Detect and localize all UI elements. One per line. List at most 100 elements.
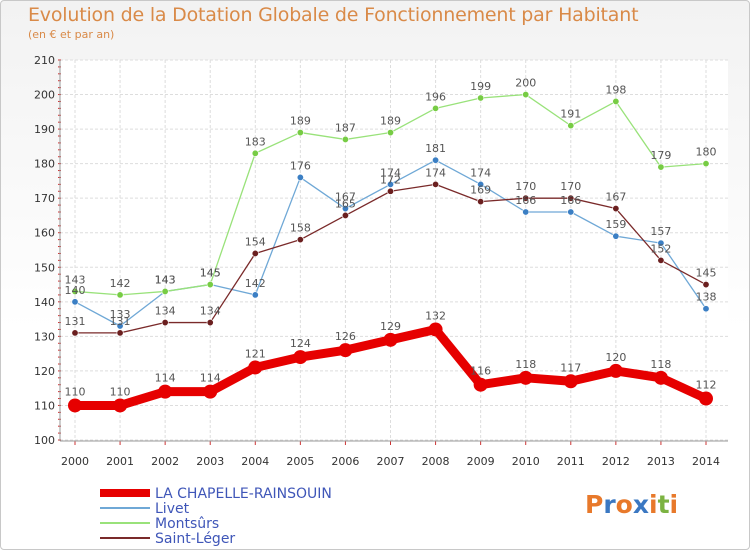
data-point <box>71 298 79 306</box>
x-tick-label: 2000 <box>61 455 89 468</box>
y-tick-label: 150 <box>34 261 55 274</box>
data-label: 129 <box>380 320 401 333</box>
data-label: 138 <box>696 291 717 304</box>
data-label: 170 <box>560 180 581 193</box>
data-label: 167 <box>605 191 626 204</box>
data-point <box>386 129 394 137</box>
data-label: 180 <box>696 146 717 159</box>
y-tick-label: 130 <box>34 330 55 343</box>
data-point <box>608 363 623 378</box>
logo-letter: i <box>669 490 679 519</box>
data-point <box>71 329 79 337</box>
legend-item: Livet <box>100 501 190 517</box>
x-tick-label: 2001 <box>106 455 134 468</box>
data-point <box>653 370 668 385</box>
legend-item: Saint-Léger <box>100 531 235 547</box>
data-point <box>612 205 620 213</box>
data-point <box>567 122 575 130</box>
data-label: 181 <box>425 142 446 155</box>
y-tick-label: 180 <box>34 158 55 171</box>
x-tick-label: 2012 <box>602 455 630 468</box>
data-point <box>432 180 440 188</box>
data-label: 145 <box>200 267 221 280</box>
data-label: 132 <box>425 309 446 322</box>
data-point <box>612 232 620 240</box>
data-point <box>251 149 259 157</box>
data-point <box>702 305 710 313</box>
data-point <box>293 350 308 365</box>
data-point <box>71 287 79 295</box>
data-label: 167 <box>335 191 356 204</box>
x-tick-label: 2010 <box>512 455 540 468</box>
data-point <box>522 208 530 216</box>
data-label: 133 <box>110 308 131 321</box>
logo-letter: o <box>615 490 633 519</box>
y-tick-label: 100 <box>34 434 55 447</box>
data-label: 124 <box>290 337 311 350</box>
data-point <box>206 319 214 327</box>
data-point <box>161 319 169 327</box>
logo-letter: r <box>603 490 616 519</box>
data-point <box>386 180 394 188</box>
data-label: 199 <box>470 80 491 93</box>
data-point <box>563 374 578 389</box>
data-point <box>341 135 349 143</box>
data-label: 174 <box>380 166 401 179</box>
chart-title: Evolution de la Dotation Globale de Fonc… <box>28 4 639 26</box>
data-point <box>161 287 169 295</box>
y-tick-label: 140 <box>34 296 55 309</box>
data-point <box>699 391 713 406</box>
data-label: 121 <box>245 347 266 360</box>
data-label: 176 <box>290 159 311 172</box>
legend-label: Montsûrs <box>155 516 219 532</box>
data-label: 174 <box>470 166 491 179</box>
axes: 100 110 120 130 140 150 160 170 180 190 200 210 2000… <box>34 54 728 468</box>
data-label: 166 <box>560 194 581 207</box>
data-point <box>522 194 530 202</box>
data-label: 116 <box>470 365 491 378</box>
data-point <box>296 236 304 244</box>
data-point <box>522 91 530 99</box>
data-point <box>116 322 124 330</box>
data-label: 117 <box>560 361 581 374</box>
data-label: 142 <box>245 277 266 290</box>
data-label: 143 <box>65 273 86 286</box>
data-label: 134 <box>200 305 221 318</box>
proxiti-logo: Proxiti <box>585 490 678 519</box>
data-point <box>248 360 263 375</box>
data-label: 140 <box>65 284 86 297</box>
x-tick-label: 2014 <box>692 455 720 468</box>
data-point <box>428 322 443 337</box>
y-tick-label: 210 <box>34 54 55 67</box>
logo-letter: P <box>585 490 604 519</box>
data-label: 198 <box>605 83 626 96</box>
data-labels: 140 133 143 145 142 176 167 174 181 174 166 166 159 1… <box>65 77 717 399</box>
data-label: 131 <box>110 315 131 328</box>
x-tick-label: 2004 <box>241 455 269 468</box>
data-label: 189 <box>290 115 311 128</box>
data-label: 110 <box>65 385 86 398</box>
y-tick-label: 200 <box>34 89 55 102</box>
data-point <box>473 377 488 392</box>
data-point <box>477 180 485 188</box>
data-point <box>68 398 82 413</box>
data-label: 157 <box>650 225 671 238</box>
x-tick-label: 2011 <box>557 455 585 468</box>
data-label: 170 <box>515 180 536 193</box>
series-saint-l-ger <box>71 180 710 337</box>
data-point <box>567 208 575 216</box>
data-point <box>567 194 575 202</box>
data-label: 152 <box>650 242 671 255</box>
data-point <box>477 94 485 102</box>
data-label: 126 <box>335 330 356 343</box>
data-point <box>158 384 173 399</box>
data-label: 118 <box>515 358 536 371</box>
legend-label: Livet <box>155 501 190 517</box>
series-monts-rs <box>71 91 710 299</box>
data-point <box>296 129 304 137</box>
data-label: 172 <box>380 173 401 186</box>
x-tick-label: 2007 <box>377 455 405 468</box>
x-tick-label: 2002 <box>151 455 179 468</box>
data-point <box>657 239 665 247</box>
